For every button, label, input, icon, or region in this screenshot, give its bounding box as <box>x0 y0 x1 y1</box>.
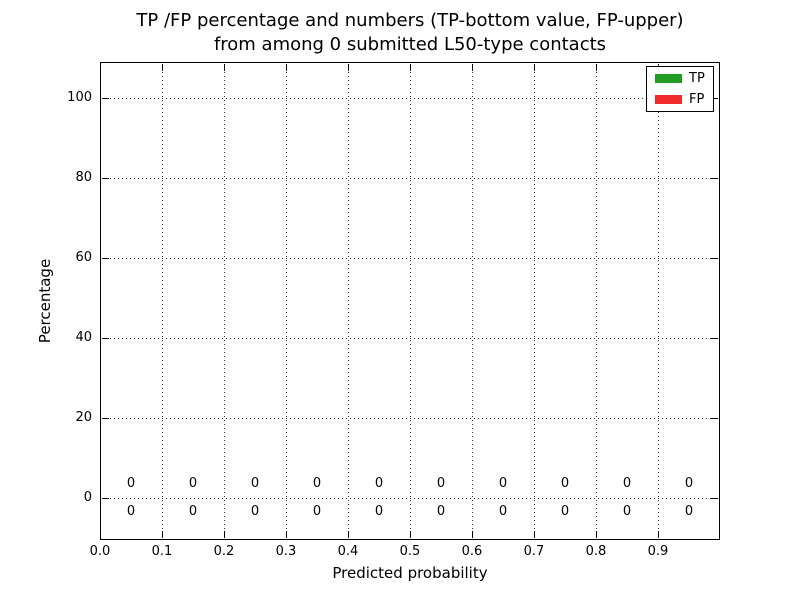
x-gridline <box>286 64 287 538</box>
y-tick-label: 60 <box>75 250 92 265</box>
x-tick-bottom <box>286 531 287 538</box>
x-tick-bottom <box>596 531 597 538</box>
tp-count-label: 0 <box>126 504 136 519</box>
tp-count-label: 0 <box>188 504 198 519</box>
tp-count-label: 0 <box>684 504 694 519</box>
x-tick-label: 0.8 <box>585 544 607 559</box>
y-tick-left <box>102 178 109 179</box>
x-tick-label: 0.7 <box>523 544 545 559</box>
y-tick-right <box>711 418 718 419</box>
tp-count-label: 0 <box>374 504 384 519</box>
fp-count-label: 0 <box>312 476 322 491</box>
y-gridline <box>102 178 718 179</box>
tp-count-label: 0 <box>560 504 570 519</box>
fp-count-label: 0 <box>684 476 694 491</box>
tp-count-label: 0 <box>250 504 260 519</box>
y-tick-right <box>711 338 718 339</box>
fp-count-label: 0 <box>374 476 384 491</box>
x-tick-top <box>534 64 535 71</box>
fp-count-label: 0 <box>622 476 632 491</box>
legend-item-tp: TP <box>647 70 713 88</box>
y-tick-label: 20 <box>75 410 92 425</box>
y-tick-label: 80 <box>75 170 92 185</box>
x-tick-top <box>596 64 597 71</box>
y-tick-left <box>102 338 109 339</box>
y-gridline <box>102 98 718 99</box>
x-tick-label: 0.9 <box>647 544 669 559</box>
y-gridline <box>102 258 718 259</box>
x-tick-bottom <box>658 531 659 538</box>
x-tick-label: 0.3 <box>275 544 297 559</box>
y-tick-right <box>711 258 718 259</box>
y-tick-right <box>711 178 718 179</box>
y-tick-label: 40 <box>75 330 92 345</box>
x-gridline <box>162 64 163 538</box>
x-tick-bottom <box>472 531 473 538</box>
x-tick-bottom <box>162 531 163 538</box>
fp-count-label: 0 <box>250 476 260 491</box>
y-gridline <box>102 498 718 499</box>
chart-title-line1: TP /FP percentage and numbers (TP-bottom… <box>136 10 684 31</box>
tp-count-label: 0 <box>622 504 632 519</box>
legend-item-fp: FP <box>647 91 713 109</box>
x-tick-label: 0.5 <box>399 544 421 559</box>
x-tick-label: 0.2 <box>213 544 235 559</box>
y-tick-left <box>102 98 109 99</box>
tp-count-label: 0 <box>436 504 446 519</box>
x-tick-top <box>348 64 349 71</box>
legend-label-fp: FP <box>689 91 705 107</box>
fp-count-label: 0 <box>436 476 446 491</box>
y-tick-label: 100 <box>67 90 92 105</box>
fp-count-label: 0 <box>188 476 198 491</box>
y-gridline <box>102 338 718 339</box>
x-tick-label: 0.1 <box>151 544 173 559</box>
y-tick-left <box>102 258 109 259</box>
chart-title-line2: from among 0 submitted L50-type contacts <box>213 34 607 55</box>
x-tick-bottom <box>100 531 101 538</box>
y-tick-label: 0 <box>83 490 92 505</box>
y-tick-left <box>102 498 109 499</box>
x-gridline <box>658 64 659 538</box>
x-tick-label: 0.6 <box>461 544 483 559</box>
fp-count-label: 0 <box>498 476 508 491</box>
y-tick-right <box>711 498 718 499</box>
x-tick-label: 0.0 <box>89 544 111 559</box>
plot-area <box>100 62 720 540</box>
x-gridline <box>472 64 473 538</box>
tp-count-label: 0 <box>312 504 322 519</box>
x-tick-top <box>472 64 473 71</box>
x-gridline <box>348 64 349 538</box>
x-tick-top <box>162 64 163 71</box>
x-axis-label: Predicted probability <box>332 564 488 582</box>
x-tick-top <box>286 64 287 71</box>
fp-count-label: 0 <box>560 476 570 491</box>
legend-label-tp: TP <box>689 70 705 86</box>
y-gridline <box>102 418 718 419</box>
x-tick-bottom <box>224 531 225 538</box>
fp-swatch-icon <box>655 95 682 104</box>
y-tick-left <box>102 418 109 419</box>
x-gridline <box>410 64 411 538</box>
x-tick-top <box>410 64 411 71</box>
x-tick-bottom <box>348 531 349 538</box>
chart-title: TP /FP percentage and numbers (TP-bottom… <box>100 9 720 57</box>
x-tick-bottom <box>534 531 535 538</box>
x-gridline <box>596 64 597 538</box>
x-tick-label: 0.4 <box>337 544 359 559</box>
x-tick-top <box>100 64 101 71</box>
x-gridline <box>224 64 225 538</box>
tp-count-label: 0 <box>498 504 508 519</box>
y-tick-right <box>711 98 718 99</box>
legend: TP FP <box>646 66 714 112</box>
fp-count-label: 0 <box>126 476 136 491</box>
x-tick-top <box>224 64 225 71</box>
x-gridline <box>534 64 535 538</box>
tp-swatch-icon <box>655 74 682 83</box>
x-tick-bottom <box>410 531 411 538</box>
